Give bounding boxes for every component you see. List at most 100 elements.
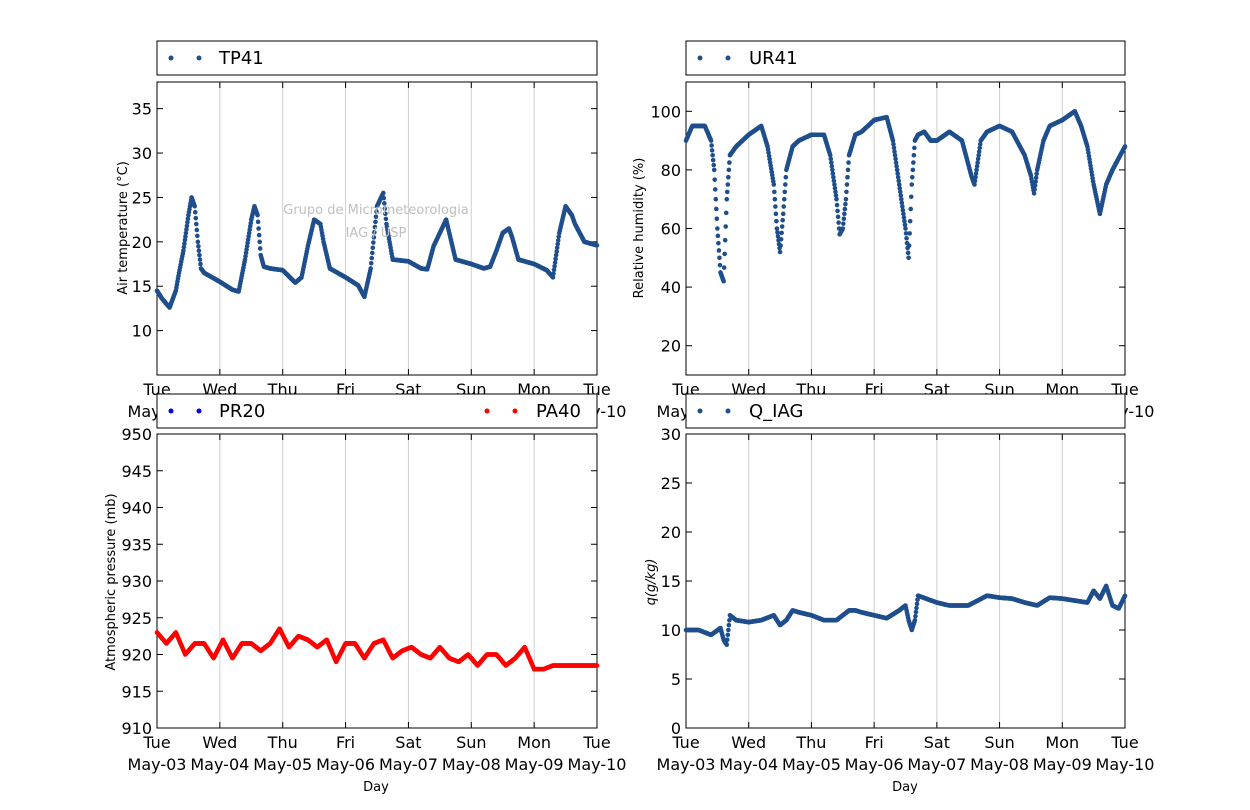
data-point [775, 234, 781, 239]
legend-marker [168, 55, 174, 61]
data-point [898, 193, 904, 198]
data-point [772, 196, 778, 202]
data-point [1122, 593, 1128, 598]
data-point [913, 609, 919, 615]
x-tick-label-date: May-07 [379, 755, 438, 774]
data-point [372, 229, 377, 235]
data-point [973, 174, 978, 180]
data-point [1122, 144, 1128, 149]
x-tick-label-day: Mon [517, 733, 551, 752]
data-point [830, 171, 836, 176]
panel-atmospheric-pressure: 910 915 920 925 930 935 940 945 950 Tue May-03 Wed… [104, 393, 626, 795]
data-point [846, 160, 851, 165]
data-point [721, 265, 727, 270]
x-ticks: TueMay-03WedMay-04ThuMay-05FriMay-06SatM… [657, 82, 1154, 421]
data-point [773, 211, 779, 217]
data-point [715, 226, 720, 231]
data-point [779, 224, 785, 229]
data-point [716, 248, 722, 253]
data-point [724, 637, 730, 643]
data-point [831, 178, 837, 184]
panel-air-temperature: TP41 10 15 20 25 30 35 TueMay-03WedMay-04ThuM… [116, 40, 626, 421]
data-point [722, 237, 728, 243]
grid-lines [748, 434, 1063, 728]
y-tick-label: 5 [671, 670, 681, 689]
y-ticks: 20 40 60 80 100 [650, 102, 1125, 356]
data-point [1031, 191, 1037, 196]
data-point [195, 233, 200, 239]
data-point [834, 202, 840, 208]
data-point [778, 243, 783, 248]
y-ticks: 910 915 920 925 930 935 940 945 950 [121, 425, 597, 738]
data-point [780, 217, 785, 223]
data-point [977, 141, 983, 147]
data-points [154, 190, 600, 310]
data-point [909, 182, 915, 187]
x-tick-label-date: May-09 [1033, 755, 1092, 774]
data-point [714, 216, 720, 222]
data-point [723, 210, 729, 216]
data-point [370, 245, 376, 251]
data-point [779, 230, 784, 236]
y-tick-label: 40 [661, 278, 681, 297]
data-point [775, 230, 780, 235]
data-point [891, 141, 896, 147]
y-tick-label: 30 [661, 425, 681, 444]
data-point [368, 260, 374, 266]
y-tick-label: 15 [132, 277, 152, 296]
plot-frame [156, 81, 598, 376]
y-tick-label: 20 [132, 233, 152, 252]
data-point [257, 239, 262, 245]
legend-label-q-iag: Q_IAG [749, 401, 803, 422]
plot-frame [156, 433, 598, 729]
panel-relative-humidity: UR41 20 40 60 80 100 TueMay-03WedMay-04ThuMa… [632, 40, 1154, 421]
data-point [195, 239, 201, 245]
data-point [724, 189, 730, 195]
data-point [773, 204, 778, 209]
data-point [902, 218, 907, 224]
data-point [892, 149, 897, 154]
data-point [552, 263, 557, 269]
x-tick-label-date: May-10 [1096, 755, 1155, 774]
data-point [899, 200, 905, 206]
data-point [709, 148, 715, 153]
y-tick-label: 915 [121, 682, 152, 701]
data-point [908, 206, 914, 212]
x-tick-label-date: May-08 [970, 755, 1029, 774]
data-point [903, 231, 909, 236]
y-tick-label: 20 [661, 337, 681, 356]
data-point [726, 627, 731, 633]
y-ticks: 10 15 20 25 30 35 [132, 100, 597, 341]
data-point [832, 182, 837, 187]
data-point [722, 251, 727, 257]
data-point [594, 243, 600, 248]
data-point [905, 250, 911, 256]
data-point [717, 262, 723, 268]
data-point [902, 222, 908, 228]
data-point [781, 204, 787, 209]
y-axis-label: Air temperature (°C) [116, 161, 131, 295]
data-point [843, 196, 849, 202]
y-tick-label: 30 [132, 144, 152, 163]
data-point [843, 201, 848, 207]
data-point [974, 163, 980, 169]
legend-marker [725, 55, 731, 61]
legend-marker [725, 408, 731, 414]
data-point [830, 167, 835, 173]
data-point [844, 189, 849, 195]
data-point [256, 232, 262, 238]
data-point [185, 216, 191, 222]
data-point [371, 235, 377, 240]
legend-label-ur41: UR41 [749, 48, 798, 69]
data-point [897, 185, 903, 191]
legend-box [685, 40, 1126, 76]
data-point [912, 617, 918, 623]
data-points [683, 583, 1128, 647]
data-point [912, 145, 917, 151]
data-point [716, 240, 721, 246]
data-point [255, 219, 261, 225]
legend-label-tp41: TP41 [218, 48, 264, 69]
data-point [1033, 175, 1039, 181]
data-point [911, 160, 916, 165]
data-point [594, 663, 600, 668]
